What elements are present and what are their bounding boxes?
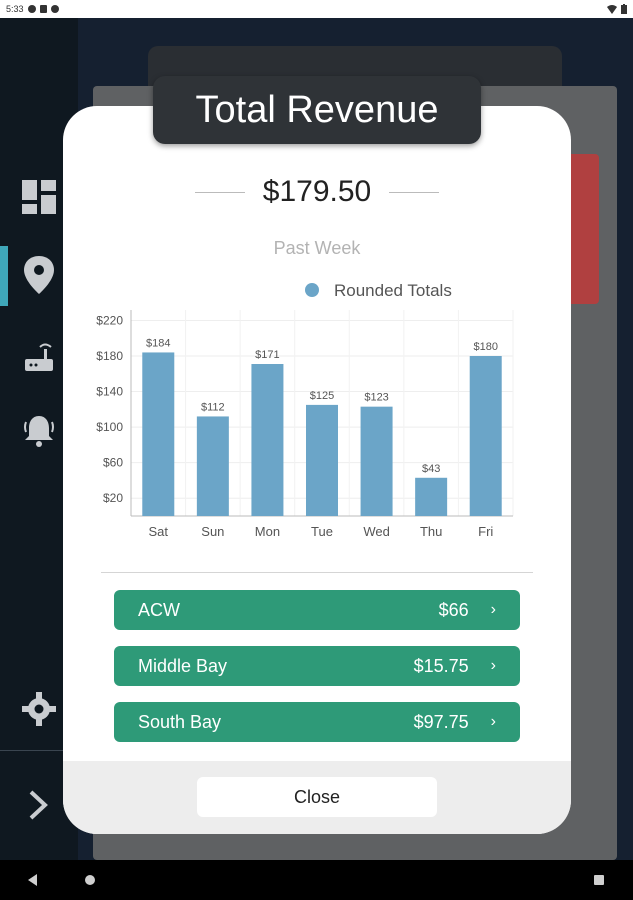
app-notification-icon — [50, 5, 59, 13]
bay-name: South Bay — [138, 711, 222, 732]
revenue-chart: Rounded Totals $20 $60 $100 $140 $180 $220 $184… — [81, 274, 553, 546]
revenue-modal: $179.50 Past Week Rounded Totals $20 $60 $1… — [63, 106, 571, 834]
total-amount: $179.50 — [262, 175, 372, 208]
data-label: $184 — [146, 337, 170, 349]
bar-wed — [360, 406, 393, 516]
home-icon[interactable] — [85, 875, 95, 885]
x-tick-label: Wed — [363, 524, 390, 539]
amount-divider-left — [194, 191, 245, 193]
modal-title: Total Revenue — [153, 76, 481, 144]
wifi-icon — [607, 4, 617, 14]
x-tick-label: Sun — [201, 524, 224, 539]
bar-mon — [251, 364, 284, 516]
notification-icon — [27, 5, 36, 13]
legend-label: Rounded Totals — [334, 281, 452, 300]
bar-fri — [469, 356, 502, 516]
close-button[interactable]: Close — [197, 777, 437, 817]
system-nav-bar — [0, 860, 633, 900]
back-icon[interactable] — [28, 874, 37, 886]
x-tick-label: Sat — [149, 524, 169, 539]
y-tick-label: $60 — [103, 456, 123, 470]
sidebar-divider — [0, 750, 78, 751]
chevron-right-icon[interactable] — [22, 788, 56, 822]
bay-button-middle-bay[interactable]: Middle Bay $15.75 › — [114, 646, 520, 686]
y-tick-label: $100 — [96, 420, 123, 434]
section-divider — [101, 572, 533, 573]
y-tick-label: $220 — [96, 313, 123, 327]
battery-icon — [621, 4, 627, 14]
data-label: $125 — [310, 390, 334, 402]
status-time: 5:33 — [6, 4, 24, 14]
bar-thu — [415, 477, 448, 516]
x-tick-label: Tue — [311, 524, 333, 539]
y-tick-label: $20 — [103, 491, 123, 505]
x-tick-label: Mon — [255, 524, 280, 539]
dashboard-icon[interactable] — [22, 180, 56, 214]
location-pin-icon[interactable] — [22, 256, 56, 294]
data-label: $112 — [201, 401, 225, 413]
router-icon[interactable] — [22, 340, 56, 374]
x-tick-label: Thu — [420, 524, 442, 539]
data-label: $123 — [364, 392, 388, 404]
recent-apps-icon[interactable] — [594, 875, 604, 885]
chevron-right-icon: › — [490, 657, 496, 674]
bay-amount: $66 — [438, 599, 469, 620]
modal-footer: Close — [63, 761, 571, 834]
chevron-right-icon: › — [490, 601, 496, 618]
bar-sun — [196, 416, 229, 516]
bay-name: Middle Bay — [138, 655, 228, 676]
bay-amount: $97.75 — [413, 711, 469, 732]
x-tick-label: Fri — [478, 524, 493, 539]
period-label: Past Week — [273, 238, 361, 258]
sd-card-icon — [39, 5, 47, 13]
total-amount-row: $179.50 — [63, 172, 571, 212]
data-label: $180 — [473, 341, 497, 353]
bar-sat — [142, 352, 175, 516]
bay-amount: $15.75 — [413, 655, 469, 676]
status-bar: 5:33 — [0, 0, 633, 18]
data-label: $43 — [422, 463, 440, 475]
data-label: $171 — [255, 349, 279, 361]
amount-divider-right — [389, 191, 440, 193]
legend-swatch — [305, 283, 319, 297]
y-tick-label: $140 — [96, 385, 123, 399]
y-tick-label: $180 — [96, 349, 123, 363]
bay-name: ACW — [138, 599, 180, 620]
sidebar-active-indicator — [0, 246, 8, 306]
bay-button-south-bay[interactable]: South Bay $97.75 › — [114, 702, 520, 742]
bar-tue — [306, 404, 338, 516]
revenue-bar-chart: Rounded Totals $20 $60 $100 $140 $180 $220 $184… — [96, 281, 514, 539]
bell-icon[interactable] — [22, 414, 56, 448]
gear-icon[interactable] — [22, 692, 56, 726]
bay-button-acw[interactable]: ACW $66 › — [114, 590, 520, 630]
chevron-right-icon: › — [490, 713, 496, 730]
